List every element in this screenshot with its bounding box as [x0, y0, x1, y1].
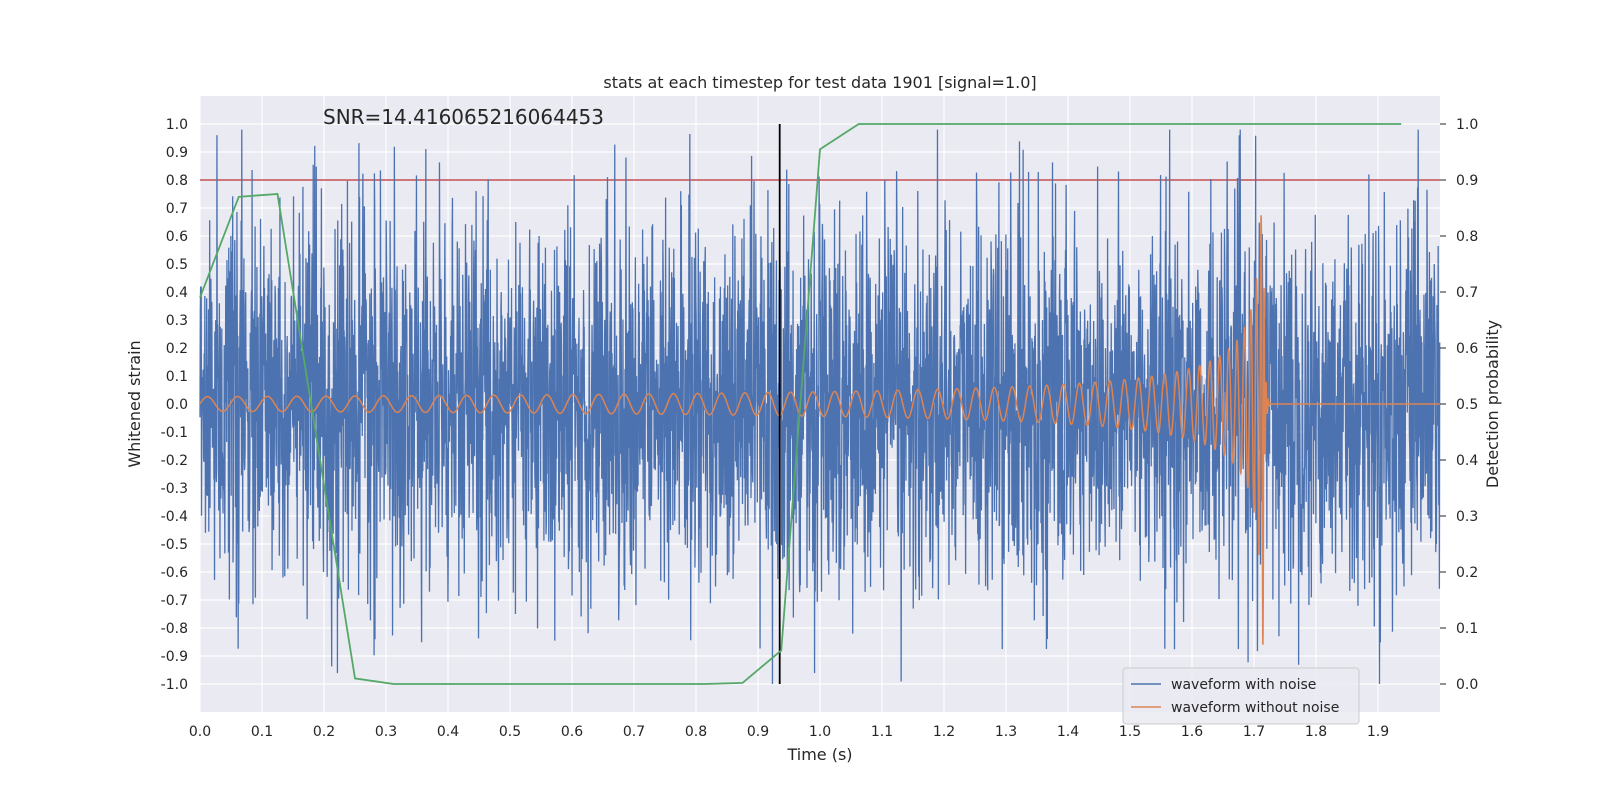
legend-label-noise: waveform with noise: [1171, 677, 1316, 693]
noise-series: [199, 129, 1441, 685]
y-tick-label: -0.4: [161, 509, 188, 525]
y-tick-label: 0.8: [166, 173, 188, 189]
y-tick-label: -0.6: [161, 565, 188, 581]
chirp-series: [199, 215, 1440, 645]
y-tick-label: 0.9: [166, 145, 188, 161]
x-tick-label: 1.2: [933, 724, 955, 740]
y-tick-label: 1.0: [166, 117, 188, 133]
x-tick-label: 1.7: [1243, 724, 1265, 740]
x-tick-label: 1.4: [1057, 724, 1079, 740]
x-tick-label: 1.0: [809, 724, 831, 740]
x-ticks: 0.0 0.1 0.2 0.3 0.4 0.5 0.6 0.7 0.8 0.9 1.0 1.1 1.2 1…: [189, 724, 1389, 740]
legend: waveform with noise waveform without noi…: [1122, 667, 1360, 725]
y2-tick-label: 0.1: [1456, 621, 1478, 637]
y-tick-label: -0.1: [161, 425, 188, 441]
waveform-without-noise-line: [199, 215, 1440, 645]
x-axis-label: Time (s): [786, 745, 852, 764]
x-tick-label: 1.1: [871, 724, 893, 740]
chart-title: stats at each timestep for test data 190…: [603, 73, 1036, 92]
y2-tick-label: 0.8: [1456, 229, 1478, 245]
x-tick-label: 0.7: [623, 724, 645, 740]
x-tick-label: 0.1: [251, 724, 273, 740]
y-tick-label: 0.2: [166, 341, 188, 357]
detection-probability-line: [199, 123, 1402, 685]
y-tick-label: 0.7: [166, 201, 188, 217]
x-tick-label: 1.3: [995, 724, 1017, 740]
x-tick-label: 0.6: [561, 724, 583, 740]
y-tick-label: 0.3: [166, 313, 188, 329]
y-tick-label: 0.4: [166, 285, 188, 301]
y-ticks: 1.0 0.9 0.8 0.7 0.6 0.5 0.4 0.3 0.2 0.1 0.0 -0.1 -0.…: [161, 117, 188, 693]
y2-tick-label: 0.9: [1456, 173, 1478, 189]
y-axis-label: Whitened strain: [125, 340, 144, 467]
y2-tick-label: 1.0: [1456, 117, 1478, 133]
y-tick-label: 0.1: [166, 369, 188, 385]
y-tick-label: -1.0: [161, 677, 188, 693]
y2-tick-label: 0.2: [1456, 565, 1478, 581]
y-tick-label: -0.7: [161, 593, 188, 609]
x-tick-label: 0.9: [747, 724, 769, 740]
x-tick-label: 0.8: [685, 724, 707, 740]
y2-tick-label: 0.3: [1456, 509, 1478, 525]
y2-tick-label: 0.6: [1456, 341, 1478, 357]
x-tick-label: 0.4: [437, 724, 459, 740]
y-tick-label: 0.6: [166, 229, 188, 245]
x-tick-label: 0.3: [375, 724, 397, 740]
y-tick-label: 0.0: [166, 397, 188, 413]
x-tick-label: 1.8: [1305, 724, 1327, 740]
snr-annotation: SNR=14.416065216064453: [323, 105, 604, 129]
y2-tick-label: 0.4: [1456, 453, 1478, 469]
x-tick-label: 0.0: [189, 724, 211, 740]
probability-series: [199, 123, 1402, 685]
x-tick-label: 1.6: [1181, 724, 1203, 740]
y2-axis-label: Detection probability: [1483, 320, 1502, 488]
y2-ticks: 1.0 0.9 0.8 0.7 0.6 0.5 0.4 0.3 0.2 0.1 0.0: [1440, 117, 1478, 693]
y-tick-label: 0.5: [166, 257, 188, 273]
y-tick-label: -0.2: [161, 453, 188, 469]
y-tick-label: -0.8: [161, 621, 188, 637]
y-tick-label: -0.3: [161, 481, 188, 497]
x-tick-label: 0.2: [313, 724, 335, 740]
x-tick-label: 1.5: [1119, 724, 1141, 740]
waveform-with-noise-line: [199, 129, 1441, 685]
y2-tick-label: 0.7: [1456, 285, 1478, 301]
legend-label-clean: waveform without noise: [1171, 700, 1339, 716]
x-tick-label: 0.5: [499, 724, 521, 740]
y2-tick-label: 0.0: [1456, 677, 1478, 693]
legend-box: [1122, 667, 1360, 725]
y2-tick-label: 0.5: [1456, 397, 1478, 413]
x-tick-label: 1.9: [1367, 724, 1389, 740]
y-tick-label: -0.9: [161, 649, 188, 665]
y-tick-label: -0.5: [161, 537, 188, 553]
